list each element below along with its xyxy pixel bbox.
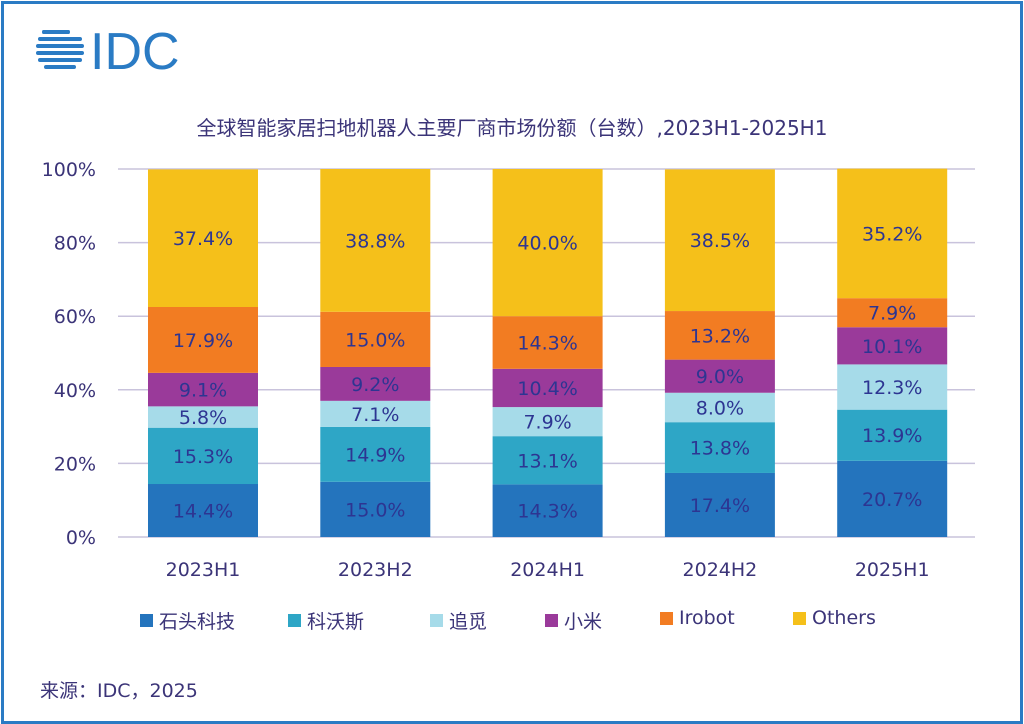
- legend-item: 小米: [545, 607, 602, 634]
- legend-label: 追觅: [449, 611, 488, 633]
- bar-segment: [837, 298, 948, 328]
- data-label: 9.0%: [696, 366, 744, 388]
- bar-segment: [492, 484, 603, 537]
- data-label: 40.0%: [517, 233, 577, 255]
- data-label: 9.2%: [351, 374, 399, 396]
- legend-swatch: [545, 614, 558, 627]
- data-label: 14.3%: [517, 333, 577, 355]
- bar-segment: [320, 426, 431, 482]
- legend-label: 小米: [564, 611, 603, 633]
- bar-segment: [664, 422, 775, 473]
- data-label: 9.1%: [179, 380, 227, 402]
- bar-segment: [320, 400, 431, 427]
- y-tick-label: 80%: [54, 233, 96, 255]
- data-label: 8.0%: [696, 397, 744, 419]
- bar-segment: [664, 169, 775, 312]
- y-tick-label: 0%: [66, 527, 96, 549]
- bar-segment: [837, 409, 948, 461]
- data-label: 15.0%: [345, 329, 405, 351]
- bar-segment: [320, 169, 431, 312]
- data-label: 13.9%: [862, 425, 922, 447]
- legend-label: 石头科技: [159, 611, 236, 633]
- y-tick-label: 100%: [42, 159, 96, 181]
- data-label: 10.4%: [517, 378, 577, 400]
- legend-item: Irobot: [660, 607, 735, 629]
- idc-logo: IDC: [36, 23, 196, 81]
- bar-segment: [148, 406, 258, 428]
- legend-item: 追觅: [430, 607, 487, 634]
- legend-swatch: [660, 611, 673, 625]
- y-tick-label: 40%: [54, 380, 96, 402]
- data-label: 15.3%: [173, 446, 233, 468]
- bar-segment: [664, 472, 775, 537]
- legend-label: Others: [812, 607, 876, 629]
- bar-segment: [148, 372, 258, 407]
- source-note: 来源：IDC，2025: [40, 680, 198, 702]
- bar-segment: [492, 436, 603, 485]
- bar-segment: [148, 307, 258, 373]
- data-label: 7.1%: [351, 404, 399, 426]
- data-label: 13.1%: [517, 450, 577, 472]
- x-tick-label: 2024H1: [510, 559, 585, 581]
- legend-item: Others: [793, 607, 876, 629]
- data-label: 5.8%: [179, 407, 227, 429]
- data-label: 15.0%: [345, 499, 405, 521]
- bar-segment: [320, 366, 431, 401]
- data-label: 20.7%: [862, 489, 922, 511]
- svg-text:IDC: IDC: [90, 24, 180, 74]
- bar-segment: [837, 168, 948, 299]
- data-label: 37.4%: [173, 228, 233, 250]
- bar-segment: [664, 311, 775, 360]
- data-label: 7.9%: [868, 303, 916, 325]
- bar-segment: [148, 427, 258, 485]
- legend-item: 科沃斯: [288, 607, 364, 634]
- x-tick-label: 2023H1: [166, 559, 241, 581]
- data-label: 14.4%: [173, 501, 233, 523]
- bar-segment: [664, 359, 775, 393]
- data-label: 12.3%: [862, 377, 922, 399]
- bar-segment: [320, 481, 431, 537]
- data-label: 38.5%: [690, 230, 750, 252]
- data-label: 14.3%: [517, 501, 577, 523]
- chart-title: 全球智能家居扫地机器人主要厂商市场份额（台数）,2023H1-2025H1: [196, 116, 828, 140]
- legend-swatch: [430, 614, 443, 627]
- bar-segment: [492, 316, 603, 369]
- data-label: 14.9%: [345, 444, 405, 466]
- data-label: 7.9%: [523, 412, 571, 434]
- data-label: 10.1%: [862, 336, 922, 358]
- legend-swatch: [140, 614, 153, 627]
- bar-segment: [837, 364, 948, 410]
- data-label: 13.8%: [690, 438, 750, 460]
- bar-segment: [492, 169, 603, 317]
- stacked-bar-chart: 0% 20% 40% 60% 80% 100% 14.4% 15.3% 5.8% 9.1% 17.9…: [42, 159, 975, 581]
- bar-segment: [492, 368, 603, 408]
- legend-label: Irobot: [679, 607, 735, 629]
- bar-segment: [492, 407, 603, 437]
- bar-segment: [320, 311, 431, 367]
- legend-swatch: [793, 611, 806, 625]
- x-tick-label: 2024H2: [683, 559, 758, 581]
- bar-segment: [664, 392, 775, 423]
- data-label: 17.9%: [173, 330, 233, 352]
- x-tick-label: 2023H2: [338, 559, 413, 581]
- legend-label: 科沃斯: [307, 611, 365, 633]
- bar-segment: [148, 169, 258, 307]
- data-label: 17.4%: [690, 495, 750, 517]
- bar-segment: [148, 484, 258, 537]
- legend-item: 石头科技: [140, 607, 235, 634]
- data-label: 13.2%: [690, 325, 750, 347]
- x-tick-label: 2025H1: [855, 559, 930, 581]
- legend: 石头科技 科沃斯 追觅 小米 Irobot Others: [0, 607, 1024, 637]
- data-label: 38.8%: [345, 230, 405, 252]
- data-label: 35.2%: [862, 223, 922, 245]
- y-tick-label: 60%: [54, 306, 96, 328]
- bar-segment: [837, 327, 948, 365]
- legend-swatch: [288, 614, 301, 627]
- y-tick-label: 20%: [54, 453, 96, 475]
- bar-segment: [837, 460, 948, 537]
